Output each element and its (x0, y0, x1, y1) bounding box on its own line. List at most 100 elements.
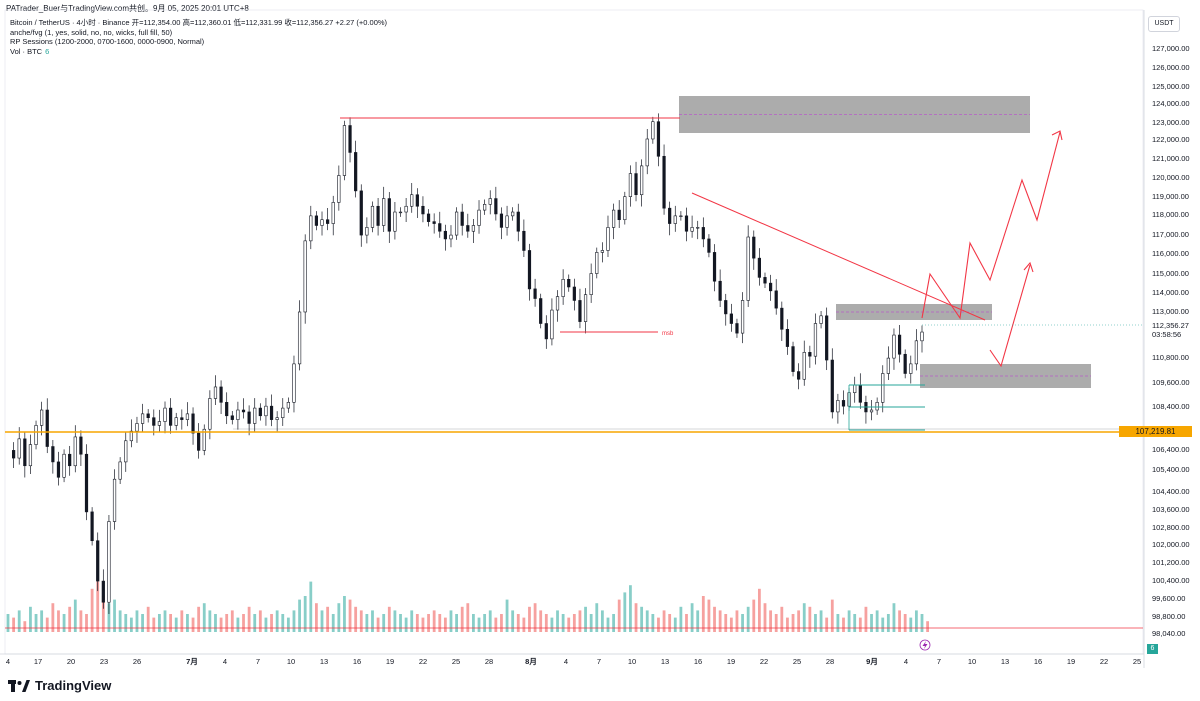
volume-bar (152, 617, 156, 632)
candle-body (197, 432, 201, 451)
volume-bar (40, 610, 44, 632)
volume-bar (393, 610, 397, 632)
candle-body (225, 402, 229, 417)
candle-body (152, 417, 156, 426)
time-tick-label: 10 (628, 657, 636, 666)
volume-bar (561, 614, 565, 632)
time-tick-label: 4 (223, 657, 227, 666)
volume-bar (124, 614, 128, 632)
candle-body (410, 194, 414, 207)
volume-bar (477, 617, 481, 632)
candle-body (628, 173, 633, 197)
candle-body (550, 309, 554, 340)
price-tick-label: 98,800.00 (1152, 612, 1185, 621)
time-tick-label: 8月 (525, 657, 537, 666)
volume-bar (780, 606, 784, 632)
volume-bar (505, 599, 509, 632)
candle-body (359, 190, 363, 236)
volume-bar (460, 606, 464, 632)
time-tick-label: 4 (904, 657, 908, 666)
candle-body (875, 402, 879, 411)
currency-button[interactable]: USDT (1148, 16, 1180, 32)
time-tick-label: 22 (419, 657, 427, 666)
volume-bar (113, 599, 116, 632)
candle-body (684, 215, 689, 232)
volume-bar (337, 603, 341, 632)
candle-body (920, 331, 924, 342)
volume-bar (85, 614, 88, 632)
time-tick-label: 25 (452, 657, 460, 666)
volume-bar (819, 610, 823, 632)
volume-bar (584, 606, 587, 632)
time-tick-label: 26 (133, 657, 141, 666)
volume-bar (589, 614, 593, 632)
volume-bar (186, 614, 189, 632)
volume-bar (830, 599, 834, 632)
time-tick-label: 20 (67, 657, 75, 666)
candle-body (623, 196, 627, 221)
volume-bar (892, 603, 896, 632)
candle-body (505, 215, 509, 228)
candle-body (819, 315, 823, 324)
volume-bar (455, 614, 458, 632)
candle-body (696, 227, 700, 229)
tradingview-logo-icon (8, 679, 30, 692)
time-tick-label: 7月 (186, 657, 198, 666)
candle-body (460, 211, 464, 226)
candle-body (617, 209, 621, 221)
candle-body (241, 409, 246, 413)
price-tick-label: 109,600.00 (1152, 378, 1190, 387)
price-tick-label: 100,400.00 (1152, 576, 1190, 585)
candle-body (90, 511, 94, 542)
volume-bar (914, 610, 918, 632)
candle-body (253, 407, 257, 424)
candle-body (96, 540, 100, 582)
current-price: 112,356.27 (1152, 321, 1189, 330)
volume-bar (449, 610, 453, 632)
candle-body (174, 417, 178, 426)
candle-body (286, 402, 290, 409)
candle-body (897, 334, 902, 355)
volume-bar (679, 606, 683, 632)
volume-bar (376, 617, 380, 632)
candle-body (140, 413, 145, 424)
symbol-line[interactable]: Bitcoin / TetherUS · 4小时 · Binance 开=112… (10, 18, 388, 27)
price-chart[interactable]: 127,000.00 126,000.00 125,000.00 124,000.00… (0, 0, 1200, 668)
price-tick-label: 108,400.00 (1152, 402, 1190, 411)
price-tick-label: 127,000.00 (1152, 44, 1190, 53)
time-tick-label: 4 (564, 657, 568, 666)
candle-body (640, 165, 644, 196)
volume-bar (612, 614, 615, 632)
volume-bar (331, 614, 335, 632)
price-tick-label: 116,000.00 (1152, 249, 1189, 258)
candle-body (124, 440, 128, 463)
candle-body (404, 205, 408, 213)
volume-bar (741, 614, 744, 632)
indicator-fvg[interactable]: anche/fvg (1, yes, solid, no, no, wicks,… (10, 27, 173, 37)
volume-legend[interactable]: Vol · BTC 6 (10, 47, 387, 57)
volume-bar (516, 614, 520, 632)
tradingview-logo[interactable]: TradingView (8, 678, 111, 693)
volume-bar (595, 603, 599, 632)
volume-bar (701, 596, 705, 632)
volume-bar (763, 603, 767, 632)
volume-bar (230, 610, 234, 632)
volume-bar (135, 610, 139, 632)
candle-body (393, 211, 397, 232)
volume-bar (23, 621, 27, 632)
price-tick-label: 102,000.00 (1152, 540, 1190, 549)
candle-body (516, 211, 520, 232)
volume-value: 6 (45, 46, 50, 56)
time-tick-label: 9月 (866, 657, 878, 666)
candle-body (101, 580, 105, 603)
candle-body (28, 444, 33, 467)
volume-bar (208, 610, 212, 632)
volume-bar (399, 614, 402, 632)
volume-bar (483, 614, 487, 632)
candle-body (595, 252, 599, 274)
time-tick-label: 16 (1034, 657, 1042, 666)
candle-body (752, 236, 756, 259)
indicator-sessions[interactable]: RP Sessions (1200-2000, 0700-1600, 0000-… (10, 37, 205, 47)
volume-bar (539, 610, 543, 632)
candle-body (438, 223, 442, 232)
